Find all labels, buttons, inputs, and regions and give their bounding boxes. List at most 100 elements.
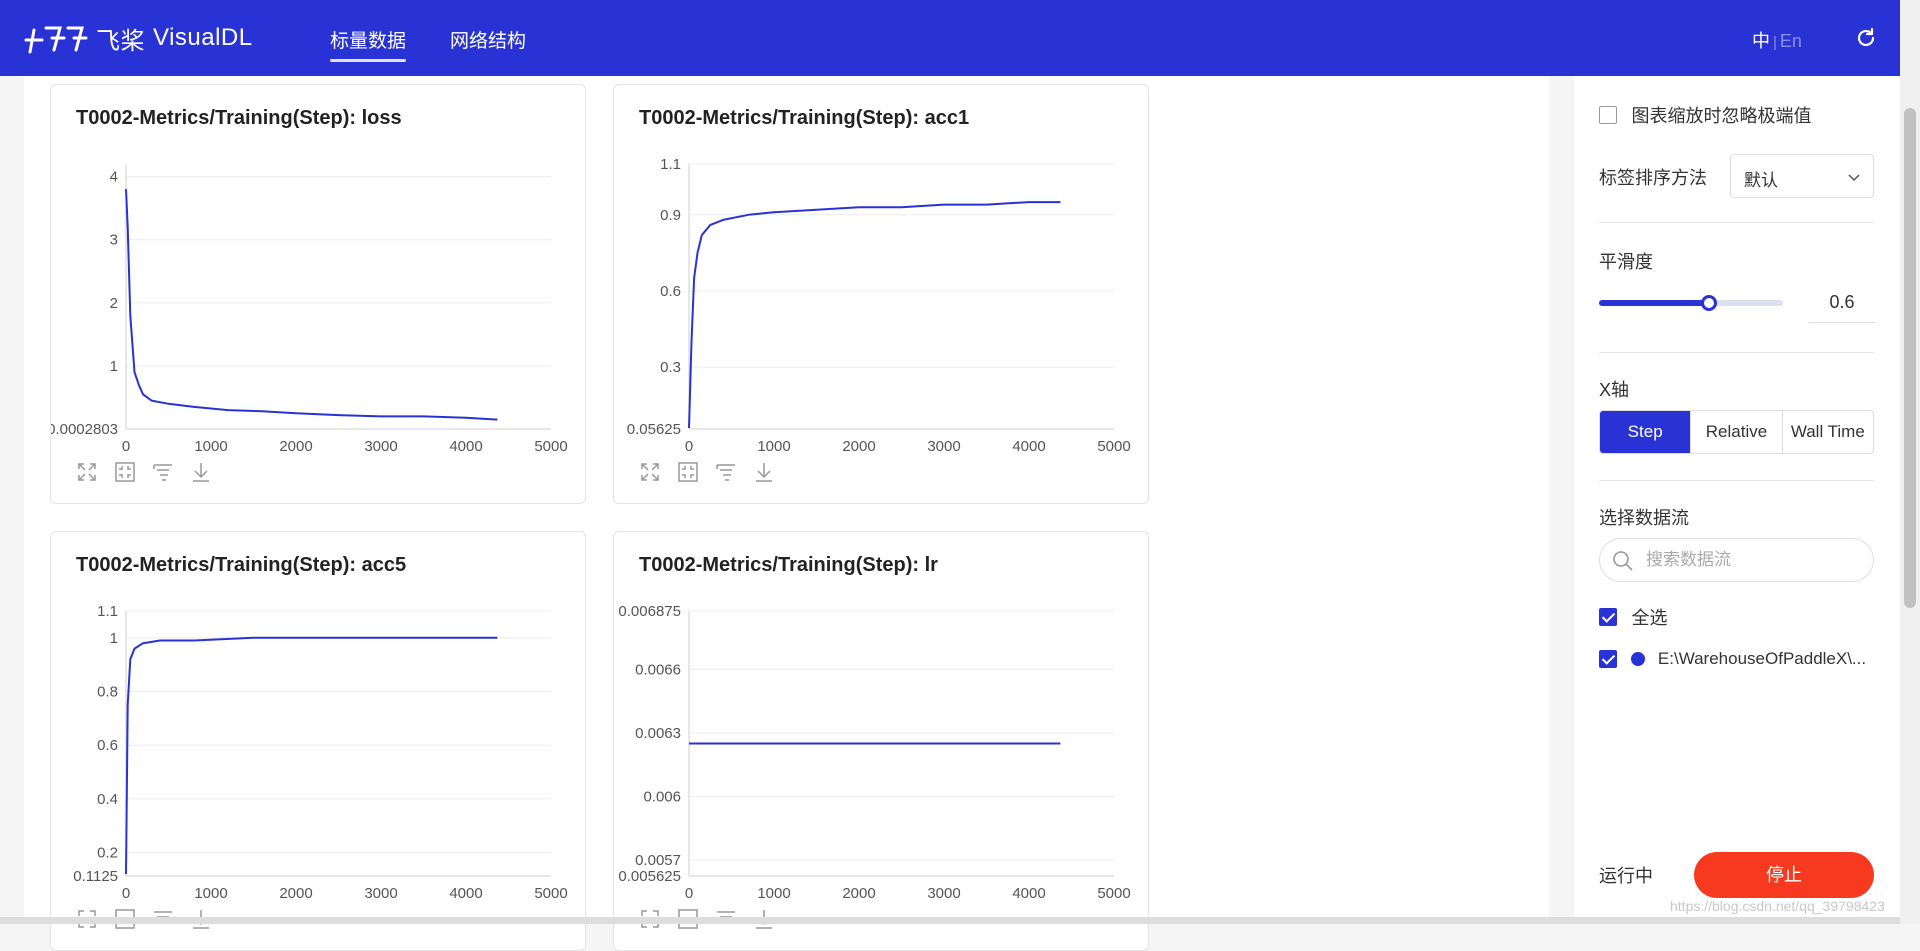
maximize-icon[interactable] bbox=[75, 460, 99, 484]
y-tick-label: 0.2 bbox=[97, 845, 118, 862]
sort-method-select[interactable]: 默认 bbox=[1730, 154, 1874, 198]
ignore-outliers-label: 图表缩放时忽略极端值 bbox=[1631, 106, 1812, 126]
filter-icon[interactable] bbox=[714, 460, 738, 484]
select-all-checkbox[interactable] bbox=[1599, 608, 1617, 626]
lang-separator: | bbox=[1773, 34, 1777, 51]
language-switch[interactable]: 中 | En bbox=[1752, 27, 1802, 53]
sort-label: 标签排序方法 bbox=[1599, 168, 1707, 188]
x-tick-label: 5000 bbox=[1097, 438, 1130, 455]
xaxis-toggle: Step Relative Wall Time bbox=[1599, 410, 1874, 454]
chart-title: T0002-Metrics/Training(Step): acc5 bbox=[76, 554, 407, 576]
x-tick-label: 5000 bbox=[534, 438, 567, 455]
x-tick-label: 1000 bbox=[757, 885, 790, 902]
y-tick-label: 0.3 bbox=[660, 359, 681, 376]
run-item[interactable]: E:\WarehouseOfPaddleX\... bbox=[1599, 649, 1866, 669]
smoothing-label: 平滑度 bbox=[1599, 252, 1653, 272]
line-chart-lr[interactable]: 0.006875 0.0066 0.0063 0.006 0.00570.0056250… bbox=[614, 596, 1150, 906]
maximize-icon[interactable] bbox=[75, 907, 99, 931]
y-tick-label: 0.9 bbox=[660, 207, 681, 224]
x-tick-label: 4000 bbox=[449, 885, 482, 902]
x-tick-label: 3000 bbox=[927, 885, 960, 902]
xaxis-label: X轴 bbox=[1599, 380, 1630, 400]
x-tick-label: 2000 bbox=[279, 438, 312, 455]
chart-card-acc5: T0002-Metrics/Training(Step): acc5 1.1 1 0… bbox=[50, 531, 586, 951]
xaxis-label-row: X轴 bbox=[1599, 376, 1629, 402]
xaxis-relative-button[interactable]: Relative bbox=[1690, 411, 1781, 453]
smoothing-value-input[interactable]: 0.6 bbox=[1809, 282, 1875, 323]
lang-en[interactable]: En bbox=[1779, 31, 1802, 51]
slider-handle[interactable] bbox=[1701, 295, 1718, 311]
run-checkbox[interactable] bbox=[1599, 650, 1617, 668]
horizontal-scrollbar[interactable] bbox=[0, 917, 1900, 924]
x-tick-label: 5000 bbox=[534, 885, 567, 902]
x-tick-label: 3000 bbox=[364, 438, 397, 455]
select-all-option[interactable]: 全选 bbox=[1599, 604, 1667, 630]
y-tick-label: 4 bbox=[110, 169, 118, 186]
chevron-down-icon bbox=[1848, 174, 1860, 182]
x-tick-label: 2000 bbox=[842, 438, 875, 455]
chart-toolbar bbox=[75, 460, 213, 484]
scrollbar-thumb[interactable] bbox=[1904, 108, 1916, 608]
maximize-icon[interactable] bbox=[638, 907, 662, 931]
xaxis-step-button[interactable]: Step bbox=[1600, 411, 1691, 453]
tab-graph[interactable]: 网络结构 bbox=[450, 31, 527, 52]
tab-scalar[interactable]: 标量数据 bbox=[330, 26, 407, 62]
y-tick-label: 1.1 bbox=[660, 156, 681, 173]
run-name: E:\WarehouseOfPaddleX\... bbox=[1657, 649, 1867, 668]
settings-sidebar: 图表缩放时忽略极端值 标签排序方法 默认 平滑度 0.6 X轴 Step Rel… bbox=[1574, 76, 1900, 924]
ignore-outliers-option[interactable]: 图表缩放时忽略极端值 bbox=[1599, 102, 1811, 128]
top-navbar: 飞桨 VisualDL 标量数据 网络结构 中 | En bbox=[0, 0, 1900, 76]
stop-button[interactable]: 停止 bbox=[1694, 852, 1874, 898]
restore-icon[interactable] bbox=[113, 460, 137, 484]
search-icon bbox=[1613, 551, 1633, 571]
slider-fill bbox=[1599, 300, 1710, 306]
paddle-logo-icon bbox=[24, 26, 88, 54]
y-tick-label: 3 bbox=[110, 232, 118, 249]
y-tick-label: 2 bbox=[110, 295, 118, 312]
y-tick-label: 0.4 bbox=[97, 791, 118, 808]
ignore-outliers-checkbox[interactable] bbox=[1599, 106, 1617, 124]
x-tick-label: 2000 bbox=[842, 885, 875, 902]
smoothing-slider[interactable] bbox=[1599, 295, 1783, 311]
vertical-scrollbar[interactable] bbox=[1900, 0, 1920, 924]
y-tick-label: 0.6 bbox=[97, 737, 118, 754]
run-color-dot bbox=[1631, 652, 1646, 666]
stream-label-row: 选择数据流 bbox=[1599, 504, 1689, 530]
x-tick-label: 0 bbox=[122, 885, 130, 902]
y-tick-label: 1 bbox=[110, 358, 118, 375]
y-tick-label: 0.005625 bbox=[618, 868, 681, 885]
divider bbox=[1599, 480, 1874, 481]
x-tick-label: 4000 bbox=[1012, 885, 1045, 902]
stream-search-input[interactable] bbox=[1644, 549, 1868, 571]
y-tick-label: 0.1125 bbox=[73, 868, 118, 885]
xaxis-walltime-button[interactable]: Wall Time bbox=[1781, 411, 1873, 453]
download-icon[interactable] bbox=[189, 460, 213, 484]
stream-label: 选择数据流 bbox=[1599, 508, 1689, 528]
sort-select-value: 默认 bbox=[1744, 171, 1778, 190]
x-tick-label: 0 bbox=[685, 885, 693, 902]
y-tick-label: 0.05625 bbox=[627, 421, 681, 438]
logo[interactable]: 飞桨 VisualDL bbox=[24, 18, 253, 58]
series-line bbox=[125, 189, 498, 421]
x-tick-label: 3000 bbox=[364, 885, 397, 902]
refresh-icon[interactable] bbox=[1854, 26, 1878, 50]
series-line bbox=[688, 201, 1061, 429]
y-tick-label: 0.0066 bbox=[635, 661, 681, 678]
x-tick-label: 0 bbox=[685, 438, 693, 455]
download-icon[interactable] bbox=[752, 460, 776, 484]
y-tick-label: 1 bbox=[110, 630, 118, 647]
y-tick-label: 0.0002803 bbox=[51, 421, 118, 438]
divider bbox=[1599, 352, 1874, 353]
maximize-icon[interactable] bbox=[638, 460, 662, 484]
x-tick-label: 5000 bbox=[1097, 885, 1130, 902]
chart-title: T0002-Metrics/Training(Step): acc1 bbox=[639, 107, 970, 129]
restore-icon[interactable] bbox=[676, 460, 700, 484]
status-row: 运行中 bbox=[1599, 862, 1653, 888]
filter-icon[interactable] bbox=[151, 460, 175, 484]
lang-zh[interactable]: 中 bbox=[1752, 31, 1770, 51]
y-tick-label: 0.0057 bbox=[635, 852, 681, 869]
